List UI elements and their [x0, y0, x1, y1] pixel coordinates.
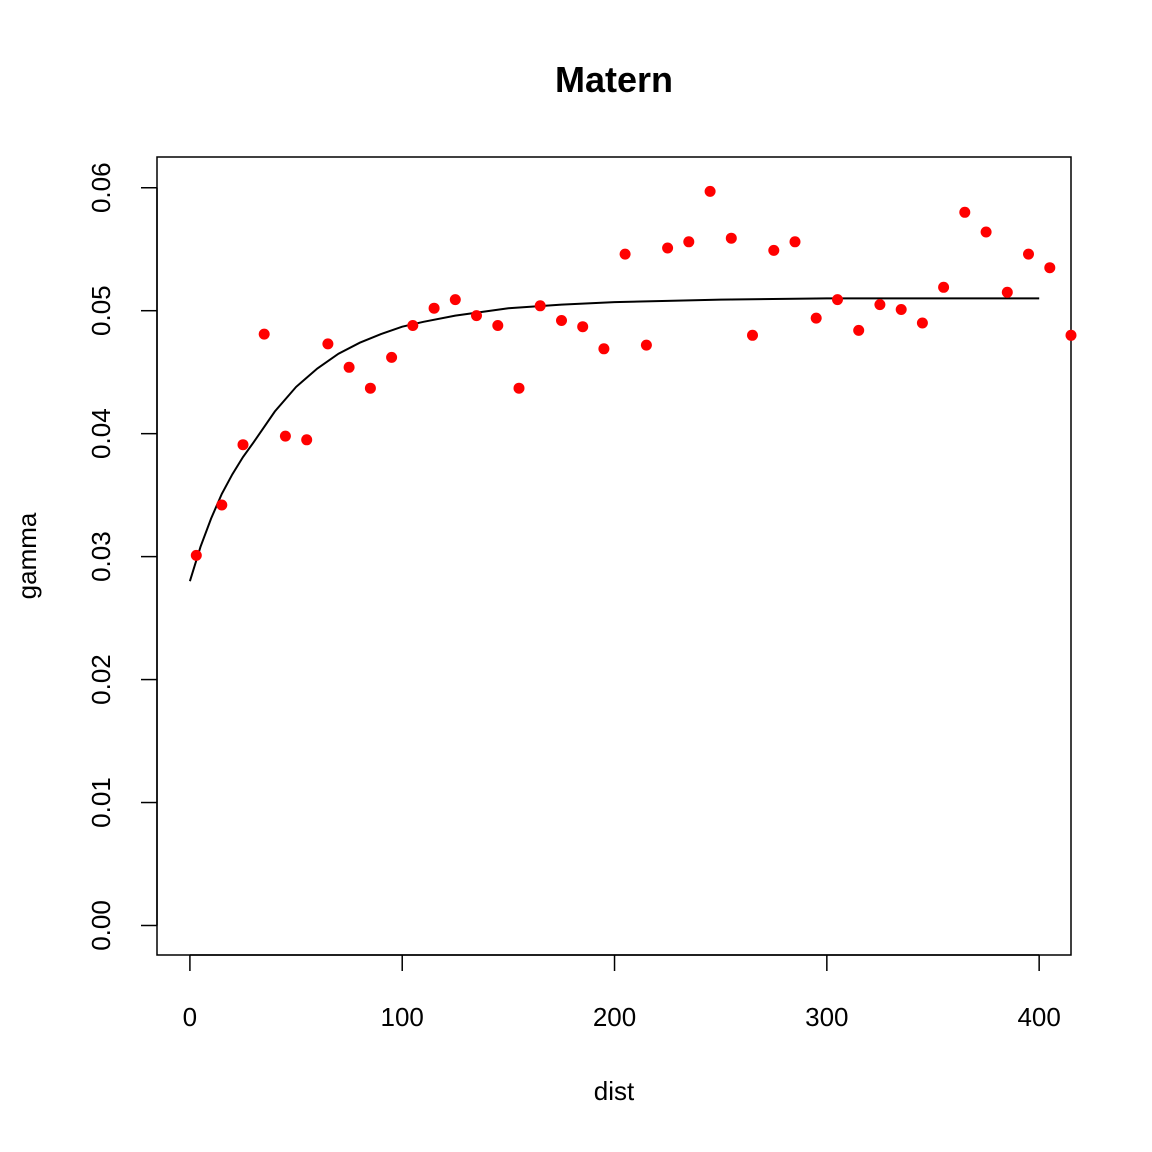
data-point	[364, 382, 376, 394]
data-point	[874, 299, 886, 311]
data-point	[619, 248, 631, 260]
data-point	[492, 320, 504, 331]
y-axis: 0.00 0.01 0.02 0.03 0.04 0.05 0.06	[86, 162, 158, 951]
data-point	[810, 312, 822, 324]
y-tick-label: 0.06	[86, 162, 116, 213]
data-point	[407, 320, 419, 331]
x-tick-label: 400	[1017, 1002, 1060, 1032]
data-point	[343, 361, 355, 373]
data-point	[662, 242, 674, 254]
x-axis-label: dist	[594, 1076, 635, 1106]
data-point	[322, 338, 334, 350]
y-tick-label: 0.02	[86, 654, 116, 705]
data-point	[556, 315, 567, 326]
data-point	[1044, 262, 1056, 274]
data-point	[1001, 286, 1013, 298]
y-tick-label: 0.05	[86, 285, 116, 336]
data-point	[1065, 329, 1077, 341]
data-point	[980, 226, 992, 238]
data-point	[534, 300, 546, 312]
x-tick-label: 300	[805, 1002, 848, 1032]
y-tick-label: 0.03	[86, 531, 116, 582]
data-point	[895, 304, 907, 315]
fit-curve-layer	[188, 297, 1040, 582]
data-point	[471, 310, 482, 322]
data-point	[237, 439, 249, 451]
data-point	[768, 244, 780, 256]
data-point	[577, 321, 589, 333]
data-point	[938, 281, 950, 293]
plot-frame	[156, 156, 1072, 956]
x-tick-label: 0	[183, 1002, 197, 1032]
data-point	[428, 302, 440, 314]
data-point	[683, 236, 695, 248]
y-axis-label: gamma	[12, 512, 42, 599]
data-point	[747, 329, 758, 341]
data-point	[704, 185, 716, 197]
x-tick-label: 200	[593, 1002, 636, 1032]
data-point	[832, 294, 843, 306]
y-tick-label: 0.00	[86, 900, 116, 951]
data-point	[725, 232, 737, 244]
data-point	[853, 324, 865, 336]
data-point	[279, 430, 291, 442]
x-axis: 0 100 200 300 400	[183, 954, 1061, 1032]
fit-curve	[188, 297, 1040, 582]
data-point	[449, 294, 461, 306]
chart-title: Matern	[555, 59, 673, 100]
data-point	[513, 382, 525, 394]
data-point	[190, 549, 202, 561]
data-point	[598, 343, 610, 355]
y-tick-label: 0.04	[86, 408, 116, 459]
data-point	[916, 317, 928, 329]
data-point	[258, 328, 270, 340]
data-point	[216, 499, 228, 511]
data-point	[789, 236, 801, 248]
data-point	[959, 206, 971, 218]
data-point	[640, 339, 652, 351]
x-tick-label: 100	[381, 1002, 424, 1032]
y-tick-label: 0.01	[86, 777, 116, 828]
points-layer	[190, 185, 1077, 561]
data-point	[301, 434, 313, 446]
data-point	[1023, 248, 1034, 260]
data-point	[386, 351, 398, 363]
